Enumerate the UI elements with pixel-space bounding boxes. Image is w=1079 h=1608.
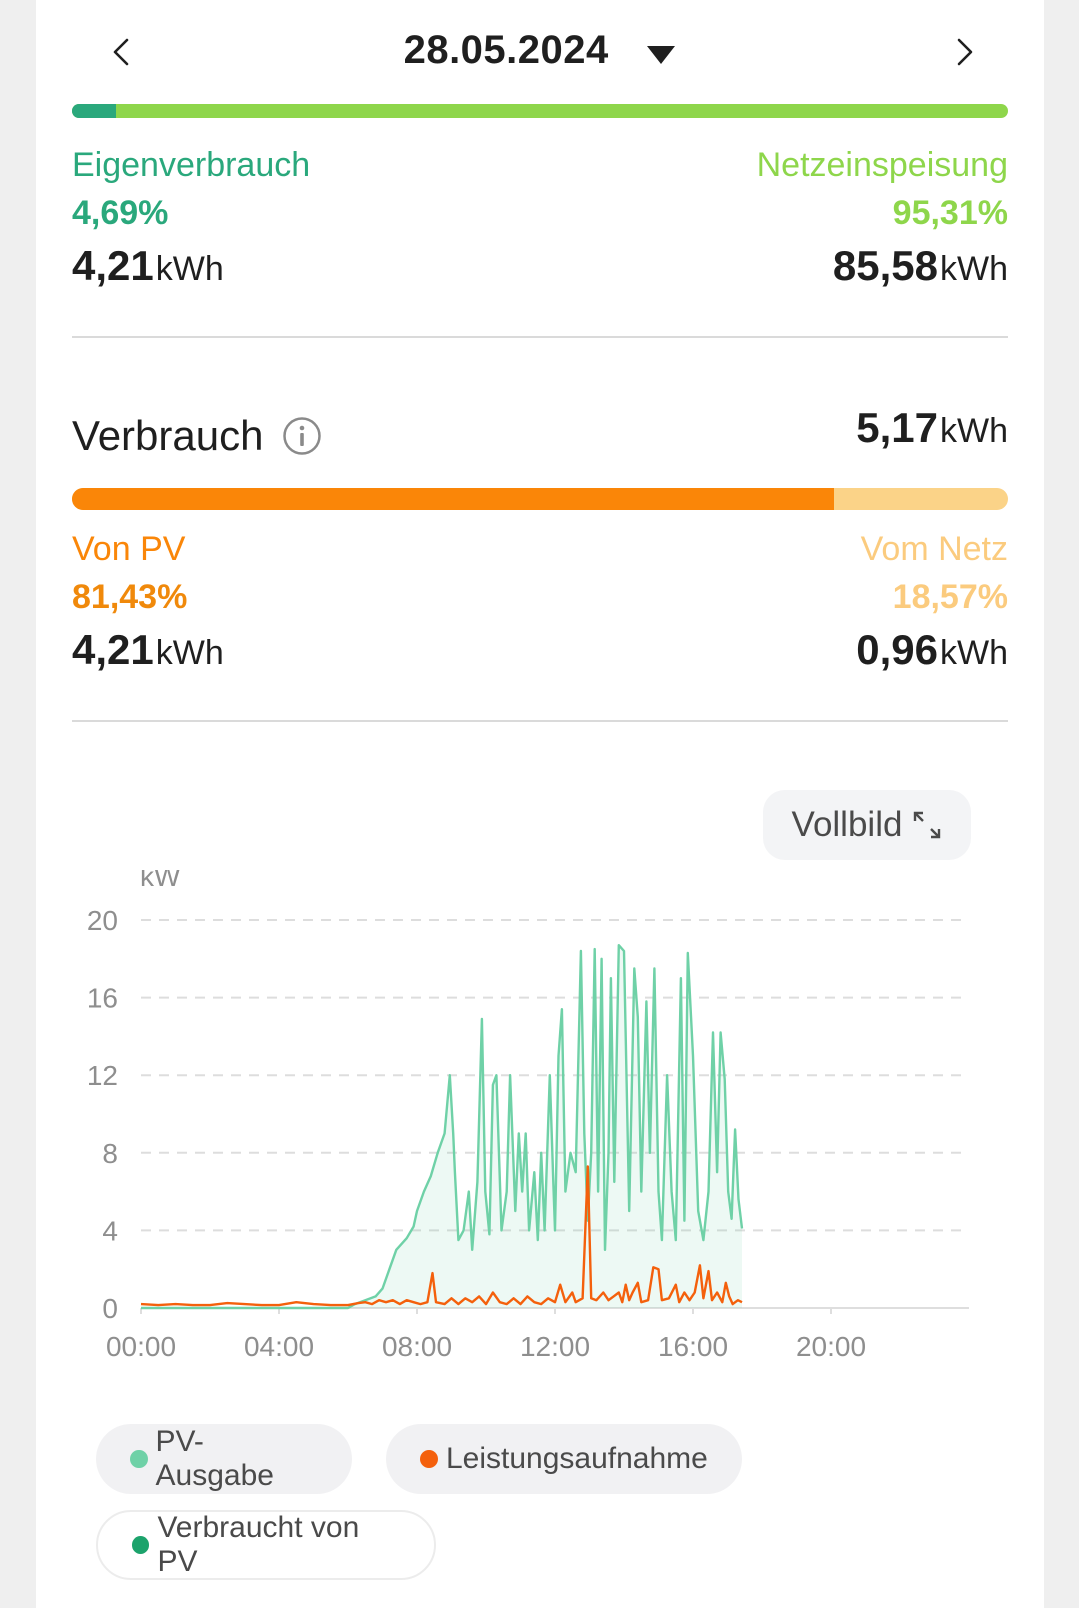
from-pv-unit: kWh: [155, 634, 224, 672]
self-use-unit: kWh: [155, 250, 224, 288]
from-grid-amount: 0,96: [856, 626, 938, 673]
y-tick-label: 12: [87, 1060, 118, 1091]
feed-in-percent: 95,31%: [892, 194, 1008, 232]
y-tick-label: 4: [102, 1215, 118, 1246]
series-area-pv-output: [141, 945, 742, 1308]
legend-pv-output[interactable]: PV-Ausgabe: [96, 1424, 352, 1494]
x-tick-label: 12:00: [520, 1331, 590, 1362]
power-chart[interactable]: kW 0 4 8 12 16 20 00:00 04:00 08:00 12:00 16:00 20…: [36, 870, 1044, 1400]
series-line-pv-output: [141, 943, 744, 1310]
x-tick-label: 00:00: [106, 1331, 176, 1362]
divider: [72, 720, 1008, 722]
legend-consumed-from-pv[interactable]: Verbraucht von PV: [96, 1510, 436, 1580]
from-pv-amount: 4,21: [72, 626, 154, 673]
from-grid-value: 0,96kWh: [856, 626, 1008, 674]
from-grid-label: Vom Netz: [860, 530, 1008, 568]
legend-dot: [130, 1450, 148, 1468]
consumption-total: 5,17kWh: [856, 404, 1008, 452]
legend-dot: [132, 1536, 150, 1554]
fullscreen-label: Vollbild: [791, 805, 903, 844]
from-pv-percent: 81,43%: [72, 578, 188, 616]
from-pv-label: Von PV: [72, 530, 186, 568]
from-grid-percent: 18,57%: [892, 578, 1008, 616]
from-pv-value: 4,21kWh: [72, 626, 224, 674]
consumption-split-bar: [72, 488, 1008, 510]
legend-label: Leistungsaufnahme: [446, 1442, 708, 1475]
legend-power-consumption[interactable]: Leistungsaufnahme: [386, 1424, 742, 1494]
consumption-total-amount: 5,17: [856, 404, 938, 451]
date-label: 28.05.2024: [403, 28, 609, 72]
chevron-right-icon: [957, 38, 973, 66]
x-tick-label: 20:00: [796, 1331, 866, 1362]
legend-label: PV-Ausgabe: [155, 1425, 274, 1492]
divider: [72, 336, 1008, 338]
self-use-fill: [72, 104, 116, 118]
date-picker[interactable]: 28.05.2024: [36, 28, 1044, 75]
self-use-label: Eigenverbrauch: [72, 146, 311, 184]
feed-in-value: 85,58kWh: [833, 242, 1008, 290]
y-tick-label: 0: [102, 1293, 118, 1324]
consumption-title: Verbrauch: [72, 412, 264, 459]
x-tick-label: 04:00: [244, 1331, 314, 1362]
chevron-left-icon: [113, 38, 129, 66]
previous-day-button[interactable]: [92, 22, 152, 82]
consumption-total-unit: kWh: [940, 412, 1008, 450]
expand-icon: [914, 811, 941, 839]
fullscreen-button[interactable]: Vollbild: [763, 790, 971, 860]
from-pv-fill: [72, 488, 835, 510]
from-grid-unit: kWh: [940, 634, 1008, 672]
feed-in-unit: kWh: [940, 250, 1008, 288]
legend-dot: [420, 1450, 438, 1468]
feed-in-amount: 85,58: [832, 242, 938, 289]
x-tick-label: 08:00: [382, 1331, 452, 1362]
production-split-bar: [72, 104, 1008, 118]
next-day-button[interactable]: [934, 22, 994, 82]
caret-down-icon: [646, 30, 676, 75]
series-line-power-consumption: [140, 1165, 743, 1307]
self-use-percent: 4,69%: [72, 194, 169, 232]
legend-label: Verbraucht von PV: [157, 1511, 360, 1578]
y-tick-label: 20: [87, 905, 118, 936]
x-tick-label: 16:00: [658, 1331, 728, 1362]
y-axis-unit: kW: [140, 870, 181, 892]
self-use-amount: 4,21: [72, 242, 154, 289]
self-use-value: 4,21kWh: [72, 242, 224, 290]
y-tick-label: 8: [102, 1138, 118, 1169]
y-tick-label: 16: [87, 983, 118, 1014]
energy-card: 28.05.2024 Eigenverbrauch 4,69% 4,21kWh …: [36, 0, 1044, 1608]
date-header: 28.05.2024: [36, 0, 1044, 100]
info-icon[interactable]: [282, 416, 322, 456]
feed-in-label: Netzeinspeisung: [756, 146, 1008, 184]
